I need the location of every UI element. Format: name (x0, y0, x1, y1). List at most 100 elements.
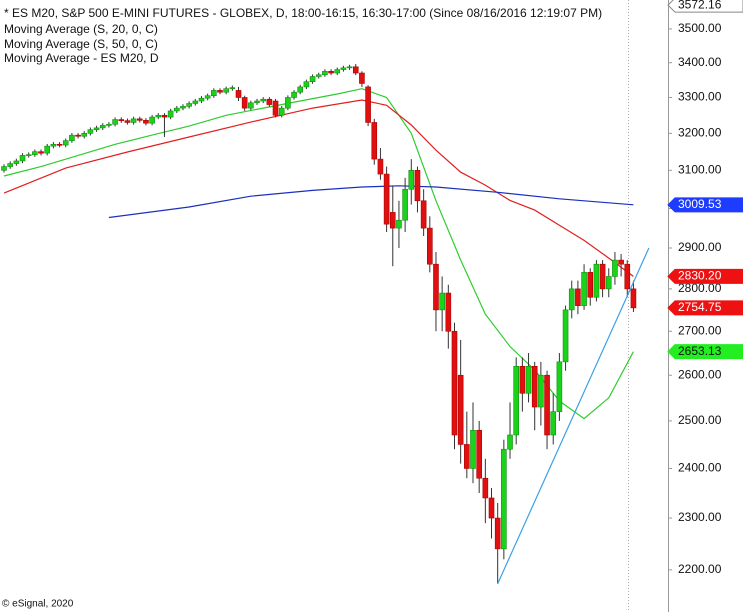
candle-body (519, 365, 526, 394)
candle-body (297, 86, 304, 93)
y-axis: 2200.00 2300.00 2400.00 2500.00 2600.00 2700.… (667, 0, 743, 576)
candle-body (352, 66, 359, 74)
candle-body (605, 276, 612, 290)
candle-body (155, 114, 162, 118)
candle-body (488, 497, 495, 519)
candle-body (180, 106, 186, 109)
candle-body (476, 429, 482, 479)
candle-body (408, 170, 415, 190)
price-marker (667, 268, 743, 284)
candle-body (44, 145, 51, 154)
price-marker (667, 0, 743, 13)
candle-body (568, 288, 575, 311)
candle-body (451, 330, 458, 436)
candle-body (396, 219, 402, 229)
candle-body (599, 263, 606, 290)
candle-body (501, 448, 507, 550)
candle-body (69, 134, 75, 141)
candle-body (309, 76, 316, 82)
candle-body (81, 133, 88, 137)
candle-body (186, 103, 192, 107)
candle-body (618, 259, 624, 265)
candle-body (427, 227, 433, 265)
y-tick-label: 2500.00 (678, 413, 722, 427)
candle-body (248, 102, 254, 109)
candle-body (544, 374, 550, 436)
y-tick-label: 2300.00 (678, 510, 722, 524)
candle-body (38, 151, 44, 154)
legend-entry: Moving Average (S, 50, 0, C) (4, 37, 158, 51)
candle-body (254, 100, 260, 104)
candle-body (593, 263, 600, 298)
candle-body (562, 309, 569, 363)
candle-body (285, 97, 291, 109)
candle-body (56, 143, 63, 146)
candle-body (389, 212, 396, 229)
candle-body (538, 374, 544, 408)
candle-body (211, 90, 217, 97)
chart-title: * ES M20, S&P 500 E-MINI FUTURES - GLOBE… (4, 6, 602, 20)
candle-body (340, 67, 347, 70)
candle-body (25, 154, 32, 156)
candle-body (118, 119, 125, 121)
candle-body (13, 160, 20, 164)
candle-body (581, 272, 587, 306)
candle-body (315, 74, 322, 77)
candle-body (482, 477, 489, 499)
candle-body (464, 444, 470, 469)
candle-body (260, 98, 266, 102)
candle-body (377, 158, 384, 175)
footer: © eSignal, 2020 (2, 599, 74, 610)
candle-body (75, 134, 81, 137)
candle-body (445, 292, 452, 332)
candle-body (402, 188, 408, 221)
y-tick-label: 2600.00 (678, 367, 722, 381)
candle-body (513, 365, 519, 436)
candle-body (204, 95, 211, 99)
candle-body (359, 72, 365, 84)
candle-body (457, 374, 464, 445)
candle-body (507, 434, 513, 450)
y-tick-label: 2400.00 (678, 461, 722, 475)
candle-body (334, 69, 341, 74)
candle-body (266, 98, 273, 105)
candle-body (192, 100, 199, 104)
candle-body (365, 86, 371, 123)
candle-body (50, 143, 57, 147)
candle-body (531, 365, 538, 408)
candle-body (198, 97, 205, 102)
candle-body (525, 365, 532, 394)
candle-body (223, 88, 229, 93)
candle-body (149, 116, 155, 124)
candle-body (136, 118, 143, 121)
price-marker-label: 2653.13 (678, 344, 722, 358)
candle-body (167, 110, 174, 118)
candle-body (587, 272, 594, 298)
price-marker-label: 2830.20 (678, 269, 722, 283)
candle-body (494, 517, 501, 550)
ma-line (3, 99, 634, 277)
candle-body (371, 122, 378, 160)
candle-body (291, 91, 297, 98)
candle-body (470, 429, 476, 469)
candle-body (439, 292, 445, 311)
legend-entry: Moving Average - ES M20, D (4, 51, 159, 65)
candle-body (630, 288, 637, 309)
candle-body (229, 87, 236, 89)
candle-body (62, 140, 69, 146)
y-tick-label: 2800.00 (678, 281, 722, 295)
candle-body (612, 259, 618, 277)
candle-body (550, 411, 557, 436)
candle-body (235, 90, 242, 98)
ma-line (108, 185, 634, 219)
price-marker (667, 300, 743, 316)
candle-body (383, 173, 390, 225)
price-marker-label: 3009.53 (678, 197, 722, 211)
candle-body (87, 129, 94, 134)
candle-body (278, 107, 285, 116)
candle-body (414, 170, 421, 202)
candle-body (7, 163, 13, 167)
candle-body (420, 200, 427, 229)
candle-body (217, 90, 223, 93)
